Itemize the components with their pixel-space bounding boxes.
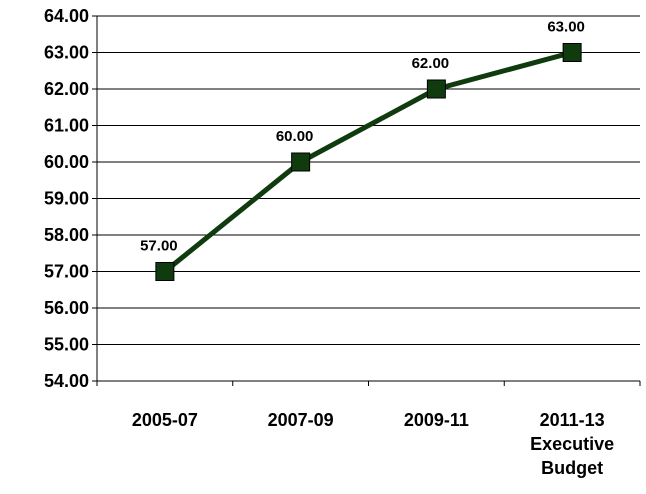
y-tick-label: 54.00 <box>44 371 89 391</box>
data-point-marker <box>291 152 311 172</box>
series-line-path <box>162 50 575 274</box>
data-labels: 57.00 60.00 62.00 63.00 <box>140 19 585 255</box>
y-tick-label: 63.00 <box>44 43 89 63</box>
y-tick-label: 62.00 <box>44 79 89 99</box>
y-tick-label: 64.00 <box>44 6 89 26</box>
y-tick-label: 56.00 <box>44 298 89 318</box>
data-label: 63.00 <box>547 19 585 36</box>
x-tick-label: 2011-13 Executive Budget <box>530 410 614 478</box>
x-tick-label: 2005-07 <box>132 410 198 430</box>
data-label: 57.00 <box>140 238 178 255</box>
data-point-marker <box>562 43 582 62</box>
y-tick-label: 55.00 <box>44 335 89 355</box>
y-tick-labels: 54.00 55.00 56.00 57.00 58.00 59.00 60.00 61.00… <box>44 6 89 391</box>
series-line <box>162 50 575 274</box>
data-markers <box>155 43 582 281</box>
y-tick-label: 58.00 <box>44 225 89 245</box>
y-tick-label: 60.00 <box>44 152 89 172</box>
x-tick-label: 2009-11 <box>404 410 469 430</box>
data-label: 62.00 <box>412 55 450 72</box>
y-tick-label: 61.00 <box>44 116 89 136</box>
y-tick-label: 59.00 <box>44 189 89 209</box>
gridlines <box>97 15 640 345</box>
data-label: 60.00 <box>276 128 314 145</box>
y-tick-label: 57.00 <box>44 262 89 282</box>
x-tick-label: 2007-09 <box>268 410 334 430</box>
data-point-marker <box>426 79 446 99</box>
axes <box>92 15 641 386</box>
data-point-marker <box>155 262 175 281</box>
x-tick-labels: 2005-07 2007-09 2009-11 2011-13 Executive Bud… <box>132 410 614 478</box>
